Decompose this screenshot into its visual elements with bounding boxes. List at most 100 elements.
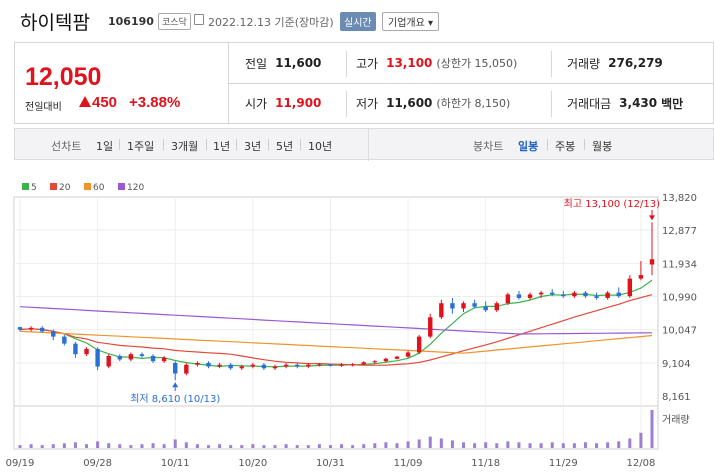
candle-body [372, 361, 378, 363]
candle-body [217, 364, 222, 367]
volume-bar [340, 444, 344, 448]
candle-body [128, 354, 134, 360]
tab-5y[interactable]: 5년 [276, 140, 294, 153]
candle-body [627, 278, 633, 297]
x-tick-label: 10/20 [238, 458, 267, 469]
tab-3m[interactable]: 3개월 [171, 140, 199, 153]
tab-divider [236, 139, 237, 150]
tab-divider [268, 139, 269, 150]
candle-body [17, 327, 23, 330]
volume-label: 거래량 [662, 414, 690, 426]
volume-bar [517, 442, 521, 448]
candle-body [328, 364, 333, 366]
candle-body [461, 303, 466, 309]
candle-body [206, 362, 211, 367]
candle-body [594, 296, 599, 298]
volume-bar [439, 438, 443, 448]
tab-group-divider [368, 129, 369, 161]
candle-body [173, 362, 178, 374]
y-tick-label: 9,104 [662, 359, 691, 370]
volume-bar [462, 442, 466, 448]
volume-bar [539, 443, 543, 448]
candle-body [62, 336, 67, 344]
candle-body [228, 364, 233, 369]
tab-1y[interactable]: 1년 [213, 140, 231, 153]
stat-volume: 거래량 276,279 [567, 43, 663, 83]
volume-bar [473, 443, 477, 448]
candle-body [361, 362, 366, 365]
stat-value: 11,600 [386, 96, 433, 110]
candle-body [416, 336, 422, 353]
stats-divider [346, 51, 347, 77]
date-text: 2022.12.13 기준(장마감) [208, 16, 334, 29]
price-info-panel: 12,050 전일대비 450 +3.88% 전일 11,600 고가 13,1… [14, 42, 714, 124]
candle-body [561, 294, 566, 297]
current-price-box: 12,050 전일대비 450 +3.88% [15, 43, 229, 123]
volume-bar [73, 442, 77, 448]
volume-bar [206, 445, 210, 448]
stat-label: 시가 [245, 96, 268, 111]
stock-name: 하이텍팜 [20, 12, 90, 34]
tab-monthly[interactable]: 월봉 [592, 140, 613, 153]
tab-10y[interactable]: 10년 [308, 140, 333, 153]
candle-body [605, 292, 610, 298]
realtime-button[interactable]: 실시간 [340, 12, 376, 31]
volume-bar [506, 441, 510, 448]
volume-bar [395, 443, 399, 448]
candle-body [583, 292, 588, 297]
candle-body [294, 364, 300, 367]
x-tick-label: 11/18 [471, 458, 500, 469]
y-tick-label: 13,820 [662, 193, 697, 204]
y-tick-label: 11,934 [662, 259, 697, 270]
line-chart-label: 선차트 [51, 140, 82, 153]
y-tick-label: 12,877 [662, 226, 697, 237]
chart-tab-bar: 선차트 1일 1주일 3개월 1년 3년 5년 10년 봉차트 일봉 주봉 월봉 [14, 128, 714, 161]
tab-weekly[interactable]: 주봉 [555, 140, 576, 153]
volume-bar [218, 444, 222, 448]
y-tick-label: 10,990 [662, 293, 697, 304]
volume-bar [273, 445, 277, 448]
stat-amount: 거래대금 3,430 백만 [567, 83, 683, 123]
stat-value: 276,279 [608, 56, 663, 70]
x-tick-label: 10/31 [316, 458, 345, 469]
legend-label-5: 5 [31, 183, 37, 193]
candle-body [350, 364, 355, 366]
candle-body [483, 306, 488, 311]
candle-body [95, 348, 100, 367]
min-annotation: 최저 8,610 (10/13) [130, 393, 220, 405]
volume-bar [428, 436, 432, 448]
tab-1w[interactable]: 1주일 [127, 140, 155, 153]
stat-label: 거래대금 [567, 96, 612, 111]
volume-bar [129, 445, 133, 448]
tab-daily[interactable]: 일봉 [518, 140, 539, 153]
tab-divider [584, 139, 585, 150]
volume-bar [162, 444, 166, 448]
volume-bar [251, 444, 255, 448]
change-label: 전일대비 [25, 102, 62, 113]
volume-bar [96, 441, 100, 448]
volume-bar [583, 442, 587, 448]
max-arrow-head [649, 215, 655, 221]
tab-divider [300, 139, 301, 150]
stat-unit: 백만 [661, 96, 684, 111]
candle-body [39, 327, 45, 332]
company-info-dropdown[interactable]: 기업개요 ▾ [382, 12, 439, 31]
candle-body [195, 362, 200, 365]
candle-body [317, 364, 322, 366]
tab-divider [547, 139, 548, 150]
x-tick-label: 09/28 [83, 458, 112, 469]
stats-divider [229, 83, 714, 84]
tab-1d[interactable]: 1일 [96, 140, 114, 153]
volume-bar [417, 439, 421, 448]
candle-body [117, 355, 122, 360]
tab-3y[interactable]: 3년 [244, 140, 262, 153]
candle-body [272, 366, 278, 369]
x-tick-label: 10/11 [161, 458, 190, 469]
stock-code: 106190 [108, 15, 154, 28]
volume-bar [484, 442, 488, 448]
tab-divider [163, 139, 164, 150]
ma-line-120 [19, 306, 653, 335]
candle-body [572, 292, 577, 297]
candle-body [28, 327, 34, 330]
